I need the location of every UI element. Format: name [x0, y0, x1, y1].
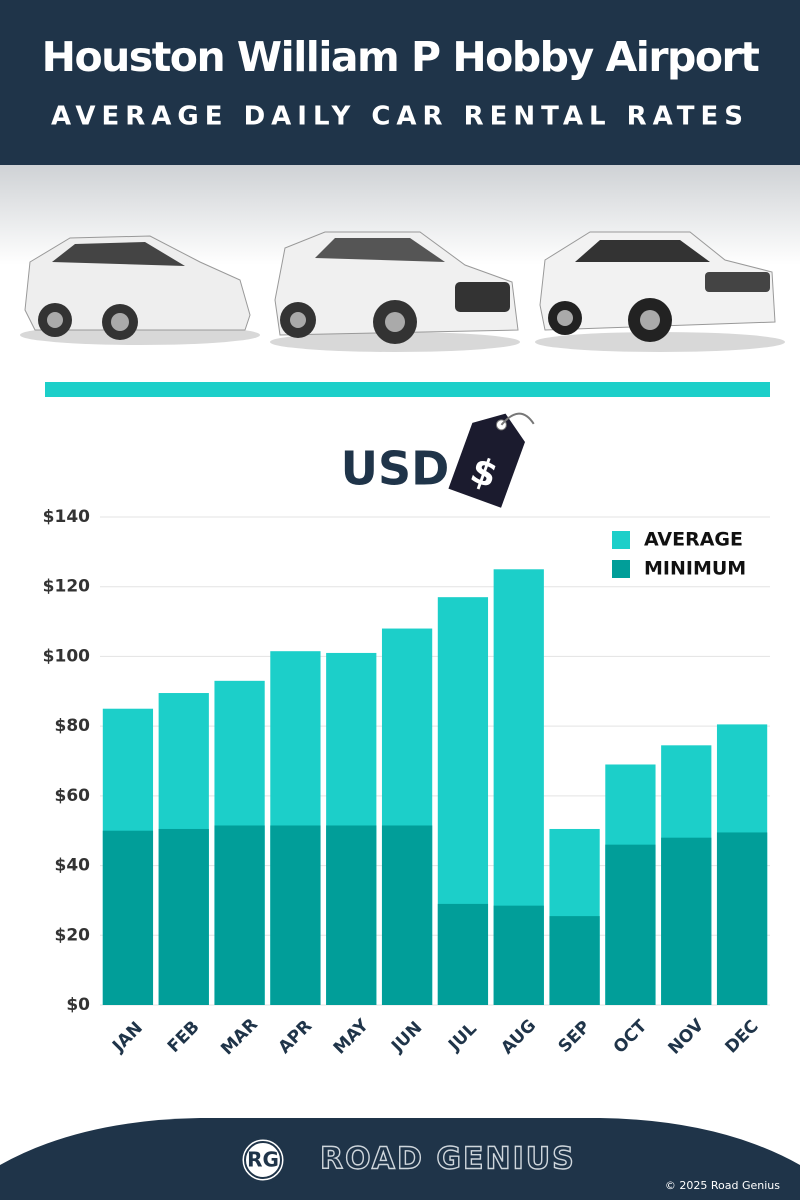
x-tick-label: NOV [665, 1015, 709, 1059]
bar [102, 830, 154, 1005]
bar [549, 916, 600, 1005]
x-tick-label: APR [275, 1016, 317, 1058]
legend-label: AVERAGE [644, 529, 743, 551]
x-tick-label: AUG [497, 1016, 540, 1059]
y-tick-label: $0 [66, 995, 90, 1015]
bar [605, 844, 656, 1005]
brand-name: ROAD GENIUS [320, 1142, 576, 1177]
divider [45, 382, 770, 397]
x-tick-label: MAY [330, 1015, 373, 1058]
logo-text: RG [247, 1148, 279, 1172]
car-suv [270, 231, 520, 352]
y-tick-label: $40 [55, 856, 91, 876]
legend-swatch [612, 560, 630, 578]
bar [493, 905, 544, 1005]
y-tick-label: $120 [43, 577, 90, 597]
bar [270, 825, 321, 1005]
price-tag: $ [448, 412, 535, 508]
bar [716, 832, 768, 1005]
y-tick-label: $20 [55, 925, 91, 945]
footer-band [0, 1118, 800, 1200]
x-tick-label: FEB [164, 1017, 204, 1057]
x-tick-label: JUN [387, 1018, 426, 1057]
plot: $0 $20 $40 $60 $80 $100 $120 $140 JAN FEB MAR APR MA… [43, 507, 770, 1059]
bar [158, 828, 209, 1005]
copyright: © 2025 Road Genius [665, 1179, 780, 1192]
bar [381, 825, 433, 1005]
bar [214, 825, 265, 1005]
title: Houston William P Hobby Airport [42, 33, 760, 81]
legend-swatch [612, 531, 630, 549]
logo-ring [244, 1141, 282, 1179]
car-crossover [535, 231, 785, 352]
logo-circle [239, 1136, 287, 1184]
x-tick-label: JAN [108, 1018, 147, 1057]
x-tick-label: DEC [722, 1016, 763, 1057]
car-hatchback [20, 235, 260, 345]
x-tick-label: MAR [217, 1015, 262, 1060]
x-tick-label: SEP [555, 1017, 595, 1057]
y-tick-label: $140 [43, 507, 90, 527]
header-band [0, 0, 800, 165]
x-tick-label: OCT [610, 1016, 652, 1058]
bar [326, 825, 377, 1005]
y-tick-label: $100 [43, 646, 90, 666]
x-tick-label: JUL [444, 1019, 481, 1056]
bar [437, 903, 489, 1005]
y-tick-label: $60 [55, 786, 91, 806]
legend-label: MINIMUM [644, 558, 746, 580]
y-tick-label: $80 [55, 716, 91, 736]
bar [661, 837, 712, 1005]
currency-label: USD [341, 442, 450, 496]
subtitle: AVERAGE DAILY CAR RENTAL RATES [51, 102, 749, 132]
